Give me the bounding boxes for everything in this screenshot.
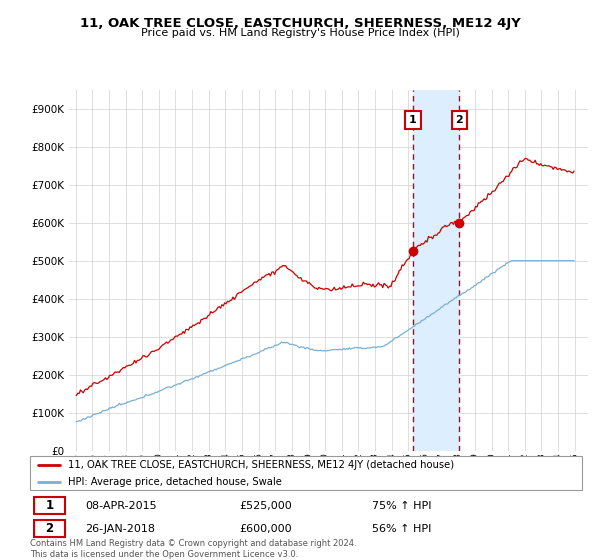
Text: £525,000: £525,000 [240,501,293,511]
Text: 11, OAK TREE CLOSE, EASTCHURCH, SHEERNESS, ME12 4JY: 11, OAK TREE CLOSE, EASTCHURCH, SHEERNES… [80,17,520,30]
Text: 08-APR-2015: 08-APR-2015 [85,501,157,511]
FancyBboxPatch shape [34,520,65,537]
Text: £600,000: £600,000 [240,524,292,534]
Text: 75% ↑ HPI: 75% ↑ HPI [372,501,432,511]
Text: 1: 1 [45,499,53,512]
Bar [575,90,592,451]
Text: 26-JAN-2018: 26-JAN-2018 [85,524,155,534]
Text: 56% ↑ HPI: 56% ↑ HPI [372,524,431,534]
Text: 2: 2 [455,115,463,125]
Text: 2: 2 [45,522,53,535]
Text: 11, OAK TREE CLOSE, EASTCHURCH, SHEERNESS, ME12 4JY (detached house): 11, OAK TREE CLOSE, EASTCHURCH, SHEERNES… [68,460,454,470]
FancyBboxPatch shape [34,497,65,514]
Text: 1: 1 [409,115,417,125]
Text: Price paid vs. HM Land Registry's House Price Index (HPI): Price paid vs. HM Land Registry's House … [140,28,460,38]
Text: HPI: Average price, detached house, Swale: HPI: Average price, detached house, Swal… [68,477,281,487]
Bar [413,90,460,451]
Text: Contains HM Land Registry data © Crown copyright and database right 2024.
This d: Contains HM Land Registry data © Crown c… [30,539,356,559]
